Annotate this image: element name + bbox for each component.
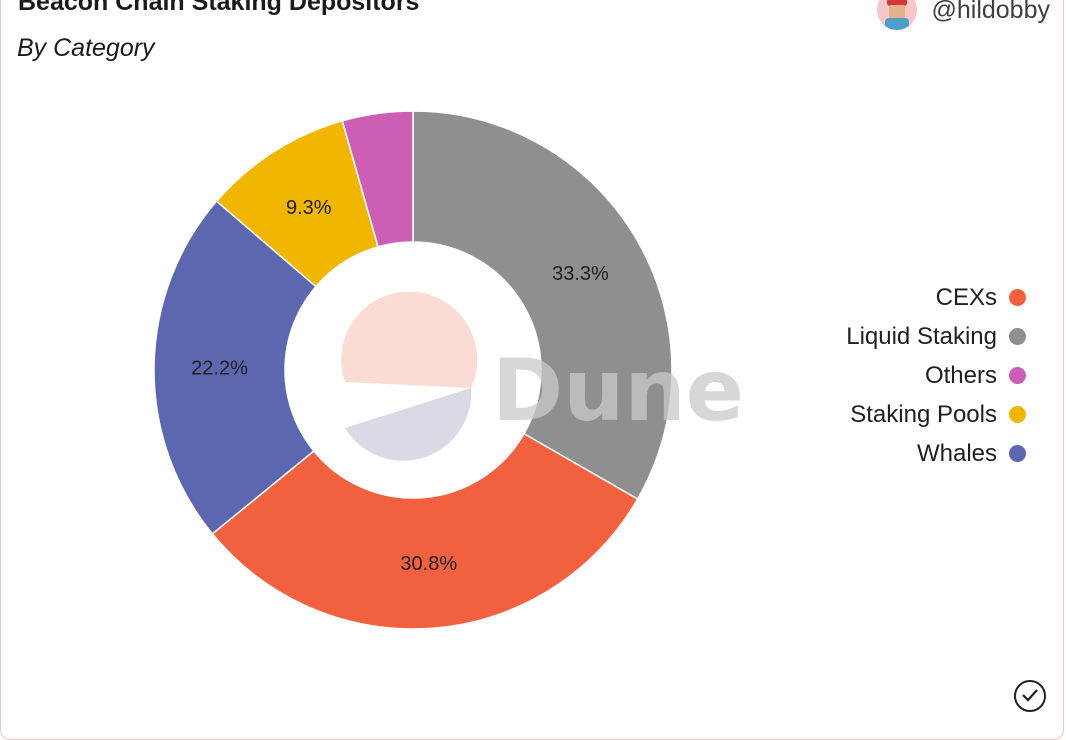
slice-others[interactable] [341,110,414,248]
donut-chart: 33.3% 30.8% 22.2% 9.3% Dune [153,110,744,630]
legend-swatch [1009,367,1026,384]
chart-title: Beacon Chain Staking Depositors [18,0,420,16]
chart-legend: CEXs Liquid Staking Others Staking Pools Wha… [846,278,1026,473]
legend-item-liquid-staking[interactable]: Liquid Staking [846,317,1026,356]
watermark-disc-top [341,291,478,388]
legend-swatch [1009,328,1026,345]
legend-label: Others [924,361,997,389]
legend-label: Liquid Staking [846,322,997,350]
legend-item-cexs[interactable]: CEXs [846,278,1026,317]
watermark-text: Dune [492,341,744,441]
data-label-staking-pools: 9.3% [286,197,332,219]
legend-swatch [1009,406,1026,423]
legend-label: Staking Pools [850,400,997,428]
slice-cexs[interactable] [211,432,639,630]
legend-item-others[interactable]: Others [846,356,1026,395]
watermark-disc-bottom [345,388,472,461]
legend-item-whales[interactable]: Whales [846,434,1026,473]
author-name[interactable]: @hildobby [931,0,1050,24]
data-label-whales: 22.2% [191,358,248,380]
slice-whales[interactable] [153,200,317,535]
legend-swatch [1009,445,1026,462]
legend-label: Whales [916,439,997,467]
slice-liquid-staking[interactable] [412,110,673,501]
check-circle-icon[interactable] [1014,680,1046,712]
legend-swatch [1009,289,1026,306]
data-label-liquid-staking: 33.3% [552,263,609,285]
data-label-cexs: 30.8% [400,553,457,575]
author-badge[interactable]: @hildobby [877,0,1050,30]
legend-item-staking-pools[interactable]: Staking Pools [846,395,1026,434]
chart-subtitle: By Category [17,34,155,62]
legend-label: CEXs [935,283,997,311]
